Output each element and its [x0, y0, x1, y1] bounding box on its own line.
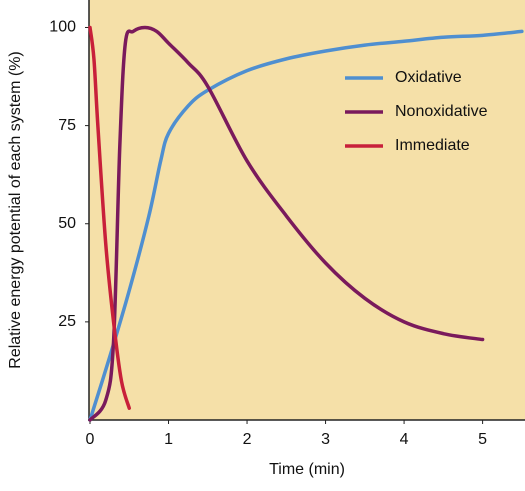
x-tick-label: 5	[478, 431, 487, 448]
y-tick-label: 25	[58, 313, 76, 330]
x-tick-label: 1	[164, 431, 173, 448]
series-line	[88, 29, 524, 422]
x-axis-title: Time (min)	[269, 461, 345, 478]
legend-label: Oxidative	[395, 69, 462, 86]
x-tick-label: 3	[321, 431, 330, 448]
legend-label: Immediate	[395, 137, 470, 154]
y-tick-label: 100	[49, 19, 76, 36]
y-tick-label: 50	[58, 215, 76, 232]
x-tick-label: 2	[243, 431, 252, 448]
plot-background	[89, 0, 525, 420]
x-tick-label: 0	[86, 431, 95, 448]
series-line	[88, 25, 132, 410]
x-tick-label: 4	[400, 431, 409, 448]
y-tick-label: 75	[58, 117, 76, 134]
y-axis-title: Relative energy potential of each system…	[7, 51, 24, 368]
legend-label: Nonoxidative	[395, 103, 488, 120]
series-line	[88, 25, 485, 422]
